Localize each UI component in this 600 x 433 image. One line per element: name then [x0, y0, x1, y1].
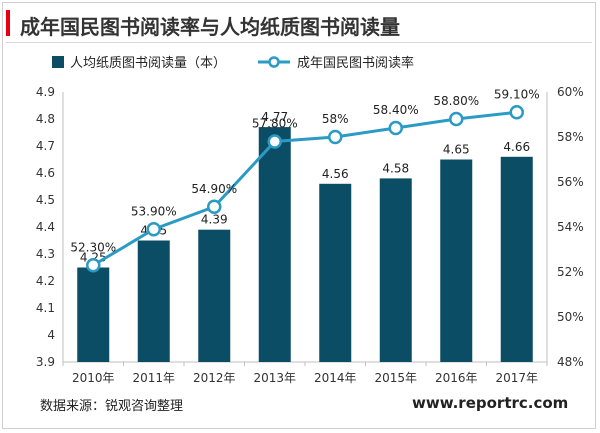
rate-value-label: 57.80% — [252, 117, 298, 131]
rate-value-label: 52.30% — [70, 240, 116, 254]
rate-point — [86, 258, 101, 273]
bar — [379, 178, 412, 362]
right-axis-tick-label: 54% — [557, 220, 584, 234]
chart-title: 成年国民图书阅读率与人均纸质图书阅读量 — [20, 15, 400, 39]
rate-value-label: 58% — [322, 112, 349, 126]
bar-value-label: 4.56 — [322, 167, 349, 181]
left-axis-tick-label: 4.1 — [36, 301, 55, 315]
left-axis-tick-label: 4 — [47, 328, 55, 342]
title-accent-bar — [6, 10, 10, 36]
legend-bar-label: 人均纸质图书阅读量（本） — [70, 56, 226, 71]
right-axis-tick-label: 58% — [557, 130, 584, 144]
legend-bar-swatch — [52, 56, 64, 68]
left-axis-tick-label: 4.7 — [36, 139, 55, 153]
left-axis-tick-label: 3.9 — [36, 355, 55, 369]
bar-value-label: 4.66 — [503, 140, 530, 154]
x-axis-tick-label: 2011年 — [132, 371, 175, 385]
rate-point — [267, 134, 282, 149]
right-axis-tick-label: 60% — [557, 85, 584, 99]
legend-line-marker — [268, 56, 280, 68]
bar-value-label: 4.39 — [201, 213, 228, 227]
x-axis-tick-label: 2017年 — [495, 371, 538, 385]
rate-point — [388, 120, 403, 136]
rate-point — [207, 199, 222, 214]
x-axis-tick-label: 2014年 — [314, 371, 357, 385]
bar — [319, 183, 352, 362]
bar-value-label: 4.77 — [261, 110, 288, 124]
title-divider — [6, 42, 592, 43]
rate-value-label: 58.80% — [433, 94, 479, 108]
title-bar: 成年国民图书阅读率与人均纸质图书阅读量 — [6, 8, 592, 43]
x-axis-tick-label: 2012年 — [193, 371, 236, 385]
rate-point — [146, 222, 161, 237]
right-axis-tick-label: 52% — [557, 265, 584, 279]
right-axis-tick-label: 48% — [557, 355, 584, 369]
x-axis-tick-label: 2010年 — [72, 371, 115, 385]
right-axis-tick-label: 56% — [557, 175, 584, 189]
rate-value-label: 53.90% — [131, 204, 177, 218]
rate-line — [92, 110, 517, 267]
bar — [440, 159, 473, 362]
bar — [258, 127, 291, 362]
bar — [77, 267, 110, 362]
rate-value-label: 54.90% — [191, 182, 237, 196]
legend-line-label: 成年国民图书阅读率 — [297, 55, 414, 71]
bar-value-label: 4.58 — [382, 161, 409, 175]
left-axis-tick-label: 4.3 — [36, 247, 55, 261]
rate-value-label: 59.10% — [494, 87, 540, 101]
bar — [500, 156, 533, 362]
left-axis-tick-label: 4.4 — [36, 220, 55, 234]
bar-value-label: 4.65 — [443, 143, 470, 157]
rate-point — [509, 105, 524, 120]
left-axis-tick-label: 4.6 — [36, 166, 55, 180]
bar — [137, 240, 170, 362]
bar — [198, 229, 231, 362]
x-axis-tick-label: 2015年 — [374, 371, 417, 385]
x-axis-tick-label: 2013年 — [253, 371, 296, 385]
source-note: 数据来源：锐观咨询整理 — [40, 399, 184, 414]
rate-value-label: 58.40% — [373, 103, 419, 117]
rate-point — [449, 111, 464, 127]
left-axis-tick-label: 4.9 — [36, 85, 55, 99]
left-axis-tick-label: 4.5 — [36, 193, 55, 207]
left-axis-tick-label: 4.2 — [36, 274, 55, 288]
right-axis-tick-label: 50% — [557, 310, 584, 324]
website-watermark: www.reportrc.com — [412, 394, 569, 412]
x-axis-tick-label: 2016年 — [435, 371, 478, 385]
rate-point — [328, 129, 343, 145]
left-axis-tick-label: 4.8 — [36, 112, 55, 126]
